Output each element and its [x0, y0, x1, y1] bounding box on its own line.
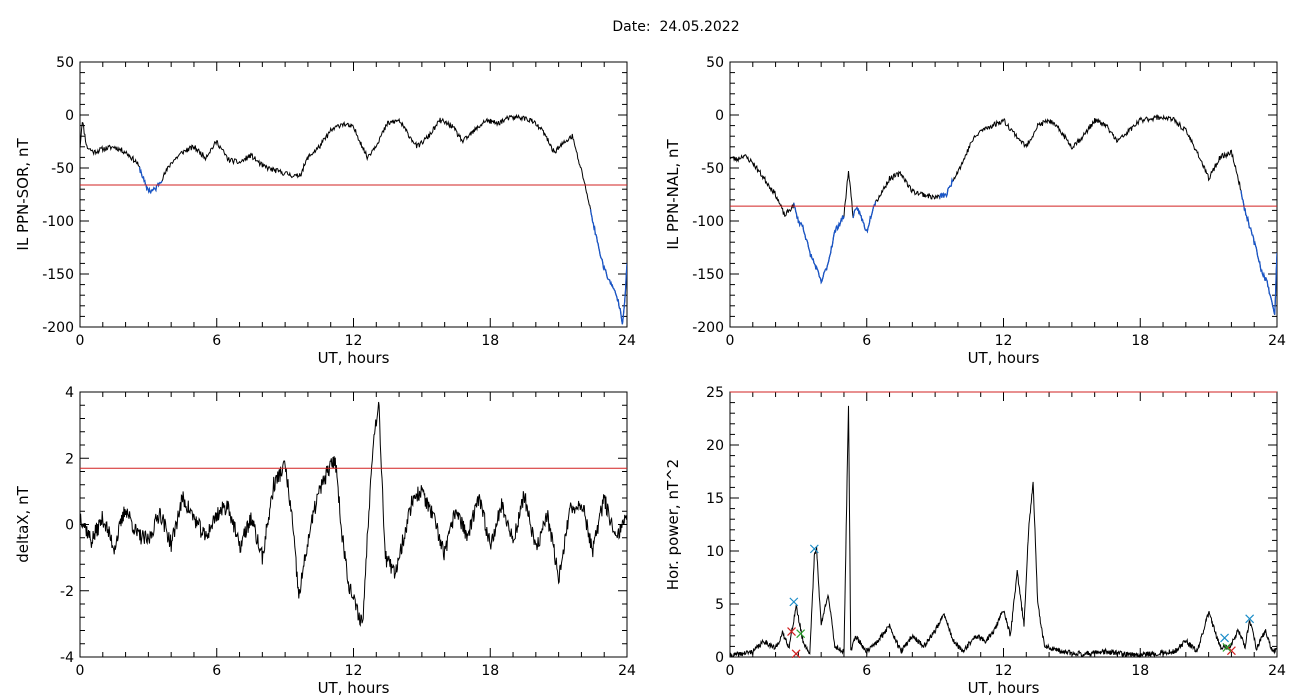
highlighted-segment: [939, 177, 954, 199]
x-tick-label: 6: [212, 333, 221, 349]
y-tick-label: 0: [65, 108, 74, 124]
series-line: [730, 114, 1277, 315]
y-tick-label: 2: [65, 451, 74, 467]
peak-marker: [1220, 633, 1230, 643]
x-tick-label: 24: [618, 333, 636, 349]
y-tick-label: 20: [706, 438, 724, 454]
x-axis-title: UT, hours: [318, 679, 390, 697]
peak-marker: [809, 544, 819, 554]
x-tick-label: 24: [618, 663, 636, 679]
y-tick-label: -100: [42, 214, 74, 230]
x-tick-label: 6: [862, 333, 871, 349]
y-tick-label: 15: [706, 491, 724, 507]
panel-ppn-nal: 0 6 12 18 24 50 0 -50 -100 -150 -200 UT, hours IL PP…: [664, 55, 1286, 367]
x-tick-label: 12: [995, 333, 1013, 349]
y-tick-label: 0: [65, 518, 74, 534]
series-line: [80, 401, 627, 627]
series-line: [80, 113, 627, 325]
highlighted-segment: [138, 166, 163, 195]
x-axis-title: UT, hours: [318, 349, 390, 367]
peak-marker: [1222, 643, 1232, 652]
x-tick-label: 0: [76, 663, 85, 679]
y-axis-title: deltaX, nT: [14, 485, 32, 562]
y-tick-label: 4: [65, 385, 74, 401]
y-tick-label: 0: [715, 108, 724, 124]
plot-area: [730, 405, 1277, 658]
y-tick-label: -150: [42, 267, 74, 283]
peak-marker: [791, 649, 801, 658]
peak-marker: [787, 627, 796, 636]
x-tick-label: 12: [995, 663, 1013, 679]
x-tick-label: 12: [345, 333, 363, 349]
x-axis-title: UT, hours: [968, 679, 1040, 697]
x-tick-label: 6: [862, 663, 871, 679]
series-line: [730, 405, 1277, 658]
x-tick-label: 18: [1131, 663, 1149, 679]
highlighted-segment: [793, 202, 845, 285]
x-tick-label: 18: [481, 663, 499, 679]
y-tick-label: 5: [715, 597, 724, 613]
panel-ppn-sor: 0 6 12 18 24 50 0 -50 -100 -150 -200 UT, hours IL PP…: [14, 55, 636, 367]
highlighted-segment: [589, 209, 627, 325]
y-tick-label: -50: [51, 161, 74, 177]
plot-frame: [79, 61, 628, 328]
y-tick-label: -50: [701, 161, 724, 177]
y-tick-label: 0: [715, 650, 724, 666]
y-tick-label: 25: [706, 385, 724, 401]
y-tick-label: -200: [692, 320, 724, 336]
y-tick-label: -4: [60, 650, 74, 666]
x-tick-label: 18: [1131, 333, 1149, 349]
highlighted-segment: [1240, 190, 1277, 315]
x-tick-label: 0: [726, 333, 735, 349]
y-tick-label: 10: [706, 544, 724, 560]
y-tick-label: 50: [56, 55, 74, 71]
highlighted-segment: [852, 201, 877, 234]
plot-area: [80, 113, 627, 325]
x-axis-title: UT, hours: [968, 349, 1040, 367]
panel-deltax: 0 6 12 18 24 4 2 0 -2 -4 UT, hours deltaX, nT: [14, 385, 636, 697]
x-tick-label: 24: [1268, 333, 1286, 349]
plot-area: [730, 114, 1277, 315]
x-tick-label: 12: [345, 663, 363, 679]
peak-marker: [789, 597, 799, 607]
x-tick-label: 6: [212, 663, 221, 679]
y-tick-label: 50: [706, 55, 724, 71]
plot-frame: [729, 391, 1278, 658]
peak-marker: [796, 629, 806, 639]
plot-frame: [729, 61, 1278, 328]
x-tick-label: 18: [481, 333, 499, 349]
panel-hor-power: 0 6 12 18 24 25 20 15 10 5 0 UT, hours Hor. power, n…: [664, 385, 1286, 697]
y-tick-label: -100: [692, 214, 724, 230]
peak-marker: [1245, 614, 1255, 624]
y-tick-label: -150: [692, 267, 724, 283]
x-tick-label: 0: [76, 333, 85, 349]
x-tick-label: 0: [726, 663, 735, 679]
peak-marker: [1226, 646, 1236, 656]
x-tick-label: 24: [1268, 663, 1286, 679]
y-tick-label: -200: [42, 320, 74, 336]
y-tick-label: -2: [60, 584, 74, 600]
plot-area: [80, 401, 627, 627]
page-title: Date: 24.05.2022: [612, 19, 740, 35]
y-axis-title: IL PPN-NAL, nT: [664, 139, 682, 250]
y-axis-title: Hor. power, nT^2: [664, 459, 682, 590]
y-axis-title: IL PPN-SOR, nT: [14, 138, 32, 251]
